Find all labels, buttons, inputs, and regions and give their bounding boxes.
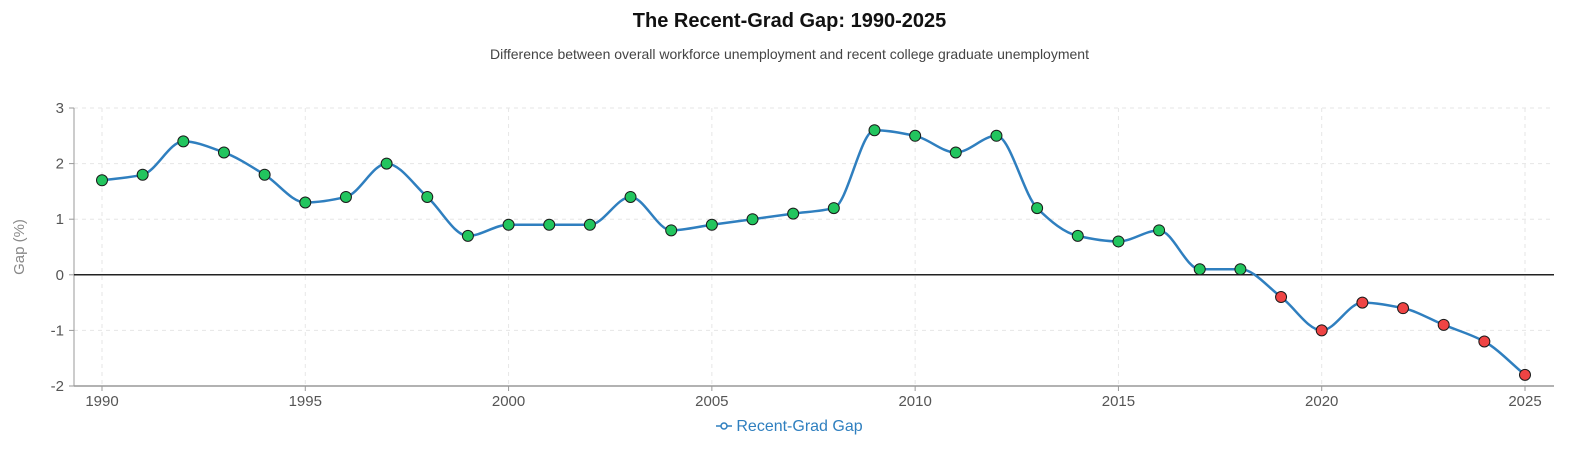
data-point[interactable] — [949, 146, 962, 159]
x-tick-label: 2015 — [1102, 393, 1135, 410]
data-point[interactable] — [1315, 324, 1328, 337]
data-point[interactable] — [96, 174, 108, 187]
x-tick-label: 2010 — [898, 393, 931, 410]
data-point[interactable] — [583, 218, 596, 231]
y-tick-label: -2 — [51, 378, 64, 395]
y-tick-label: 2 — [56, 156, 64, 173]
data-point[interactable] — [705, 218, 718, 231]
data-point[interactable] — [461, 229, 474, 242]
data-point[interactable] — [909, 129, 922, 142]
data-point[interactable] — [1112, 235, 1125, 248]
y-axis-label: Gap (%) — [11, 219, 28, 275]
x-tick-label: 1995 — [289, 393, 322, 410]
data-point[interactable] — [339, 190, 352, 203]
data-point[interactable] — [787, 207, 800, 220]
data-point[interactable] — [1031, 202, 1044, 215]
x-tick-label: 1990 — [85, 393, 118, 410]
axis-layer: -2 -1 0 1 2 3 1990 1995 2000 2005 2010 2015 2020 2025 — [51, 100, 1554, 410]
data-point[interactable] — [299, 196, 312, 209]
data-point[interactable] — [665, 224, 678, 237]
series-line-recent-grad-gap — [101, 128, 1526, 376]
data-point[interactable] — [258, 168, 271, 181]
data-point[interactable] — [380, 157, 393, 170]
x-tick-label: 2020 — [1305, 393, 1338, 410]
data-point[interactable] — [1071, 229, 1084, 242]
y-tick-label: 3 — [56, 100, 64, 117]
data-point[interactable] — [217, 146, 230, 159]
data-point[interactable] — [868, 124, 881, 137]
data-point[interactable] — [990, 129, 1003, 142]
data-point[interactable] — [1153, 224, 1166, 237]
data-point[interactable] — [1193, 263, 1206, 276]
data-point[interactable] — [1275, 291, 1288, 304]
data-point[interactable] — [1478, 335, 1491, 348]
y-tick-label: 0 — [56, 267, 64, 284]
y-tick-label: 1 — [56, 211, 64, 228]
data-point[interactable] — [746, 213, 759, 226]
data-point[interactable] — [1437, 318, 1450, 331]
data-point[interactable] — [177, 135, 190, 148]
data-point[interactable] — [624, 190, 637, 203]
data-point[interactable] — [827, 202, 840, 215]
data-point[interactable] — [1234, 263, 1247, 276]
data-point[interactable] — [1397, 302, 1410, 315]
data-point[interactable] — [1356, 296, 1369, 309]
data-point[interactable] — [136, 168, 149, 181]
x-tick-label: 2000 — [492, 393, 525, 410]
data-point[interactable] — [502, 218, 515, 231]
grid-layer — [74, 107, 1554, 387]
data-points — [96, 124, 1531, 381]
legend-line-marker-icon — [716, 418, 733, 436]
x-tick-label: 2025 — [1508, 393, 1541, 410]
legend-label: Recent-Grad Gap — [736, 418, 863, 436]
y-tick-label: -1 — [51, 322, 64, 339]
chart-title: The Recent-Grad Gap: 1990-2025 — [632, 10, 947, 32]
chart-subtitle: Difference between overall workforce une… — [490, 46, 1089, 62]
x-tick-label: 2005 — [695, 393, 728, 410]
data-point[interactable] — [1519, 368, 1531, 381]
legend[interactable]: Recent-Grad Gap — [0, 418, 1579, 436]
data-point[interactable] — [543, 218, 556, 231]
data-point[interactable] — [421, 190, 434, 203]
